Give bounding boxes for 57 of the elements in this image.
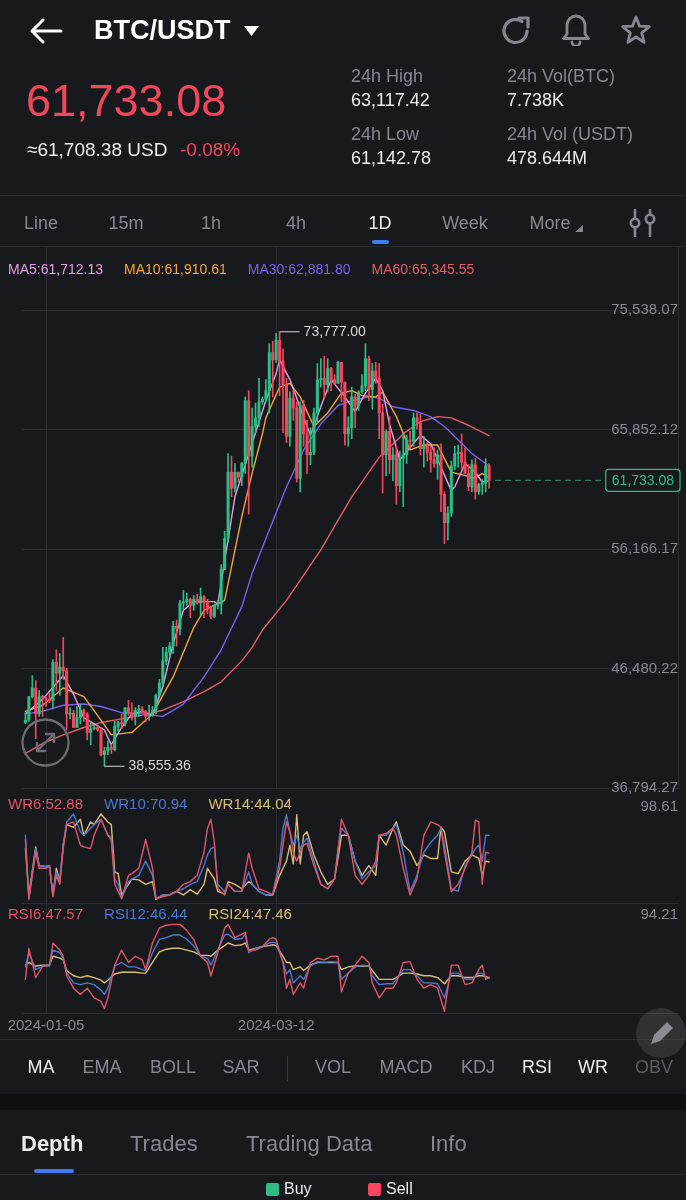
text: KDJ: [460, 1057, 496, 1078]
text: -0.08%: [180, 138, 241, 161]
annotation: 73,777.00: [303, 322, 367, 339]
series-label: WR10:70.94: [104, 795, 188, 813]
text: VOL: [314, 1057, 352, 1078]
text: Sell: [386, 1180, 413, 1198]
text: WR: [578, 1057, 608, 1078]
x-tick-label: 2024-01-05: [7, 1016, 85, 1034]
text: Info: [430, 1130, 467, 1157]
text: MA30:62,881.80: [247, 261, 351, 278]
text: Trading Data: [246, 1130, 373, 1157]
text: 1D: [368, 213, 392, 234]
text: BOLL: [149, 1057, 197, 1078]
text: MACD: [379, 1057, 433, 1078]
text: 1h: [200, 213, 222, 234]
text: Trades: [130, 1130, 198, 1157]
text: 61,142.78: [351, 148, 432, 169]
series-label: RSI12:46.44: [104, 905, 188, 923]
text: 94.21: [640, 904, 678, 923]
y-tick-label: 56,166.17: [611, 539, 678, 557]
text: 7.738K: [507, 90, 565, 111]
text: 478.644M: [507, 148, 588, 169]
text: Buy: [284, 1180, 312, 1198]
text: MA60:65,345.55: [371, 261, 475, 278]
text: 4h: [285, 213, 307, 234]
text: 15m: [108, 213, 144, 234]
text: Depth: [21, 1130, 84, 1157]
y-tick-label: 65,852.12: [611, 419, 678, 437]
text: MA: [27, 1057, 55, 1078]
text: Line: [23, 213, 59, 234]
text: RSI: [521, 1057, 553, 1078]
text: 61,733.08: [26, 75, 227, 127]
text: 24h Vol (USDT): [507, 124, 634, 145]
text: SAR: [222, 1057, 260, 1078]
text: RSI6:47.57: [8, 905, 84, 923]
text: 24h High: [351, 66, 424, 87]
text: More: [529, 213, 571, 234]
text: OBV: [634, 1057, 674, 1078]
text: MA10:61,910.61: [123, 261, 227, 278]
x-tick-label: 2024-03-12: [237, 1016, 315, 1034]
series-label: WR6:52.88: [8, 795, 84, 813]
text: 24h Low: [351, 124, 420, 145]
annotation: 38,555.36: [128, 757, 191, 774]
text: 63,117.42: [351, 90, 430, 111]
text: 24h Vol(BTC): [507, 66, 616, 87]
ref-line-label: 61,733.08: [611, 472, 675, 489]
y-tick-label: 75,538.07: [611, 300, 678, 318]
y-tick-label: 36,794.27: [611, 778, 678, 796]
chart-title: BTC/USDT: [94, 15, 231, 46]
series-label: WR14:44.04: [208, 795, 292, 813]
series-label: RSI24:47.46: [208, 905, 292, 923]
text: Week: [442, 213, 488, 234]
text: MA5:61,712.13: [8, 261, 103, 278]
text: EMA: [82, 1057, 122, 1078]
text: ≈61,708.38 USD: [27, 138, 168, 161]
y-tick-label: 46,480.22: [611, 658, 678, 676]
text: 98.61: [640, 796, 678, 815]
